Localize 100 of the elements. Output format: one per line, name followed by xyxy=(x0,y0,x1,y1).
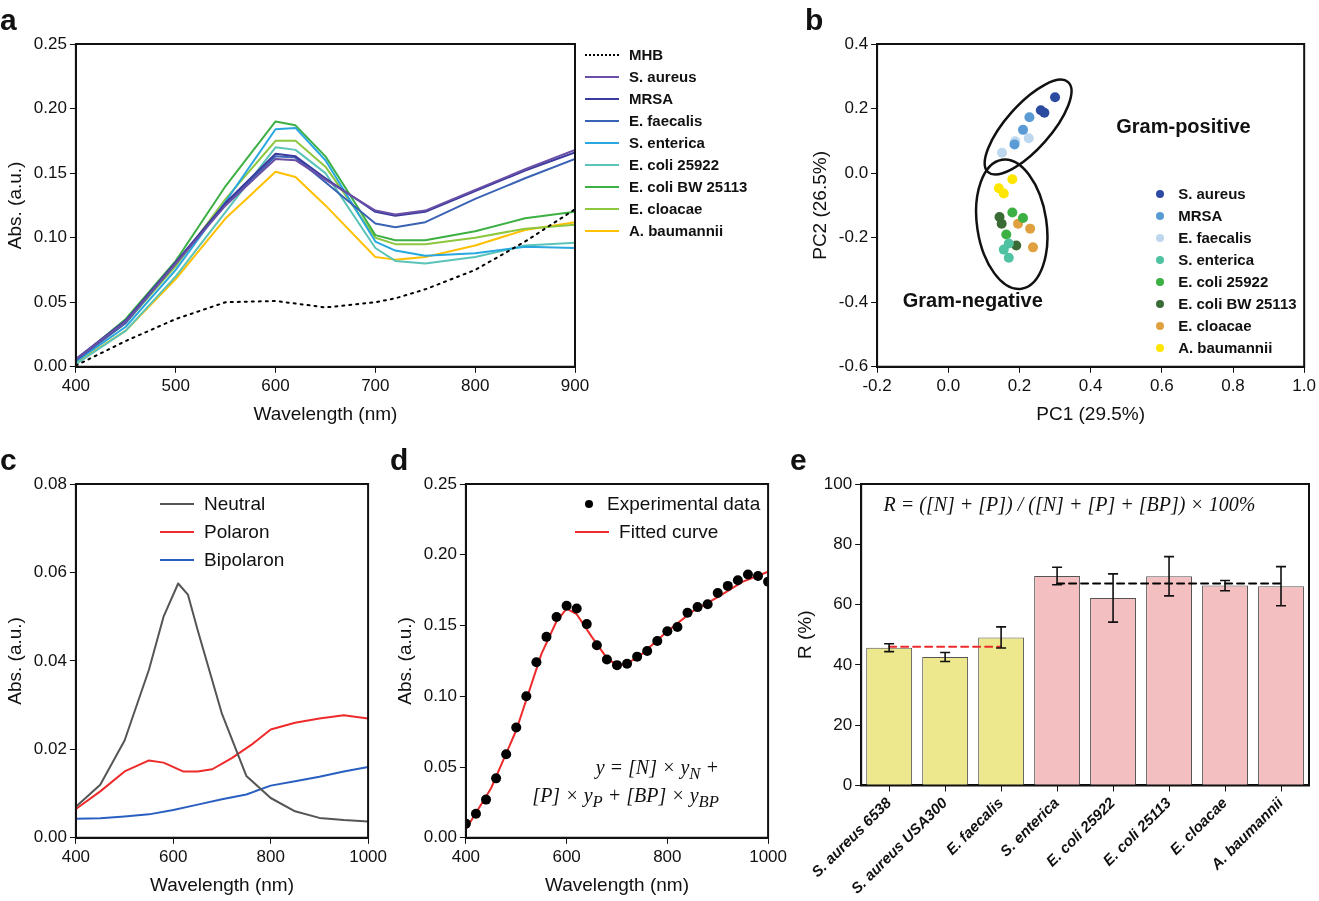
point xyxy=(692,602,703,613)
point xyxy=(601,654,612,665)
y-tick-label: 0.04 xyxy=(33,650,67,670)
legend-label: E. faecalis xyxy=(629,111,703,131)
annotation: Gram-positive xyxy=(1116,115,1251,139)
point xyxy=(742,569,753,580)
y-tick-label: 0.4 xyxy=(844,33,869,53)
legend-label: MRSA xyxy=(629,89,674,109)
legend-label: S. enterica xyxy=(1178,249,1255,270)
x-tick-label: 500 xyxy=(161,375,190,395)
point xyxy=(561,600,572,611)
legend-label: E. cloacae xyxy=(629,199,703,219)
point xyxy=(1039,107,1050,118)
point xyxy=(531,657,542,668)
point xyxy=(551,612,562,623)
point xyxy=(491,773,502,784)
annotation: R = ([N] + [P]) / ([N] + [P] + [BP]) × 100% xyxy=(883,493,1256,517)
y-tick-label: 100 xyxy=(823,473,853,493)
y-tick-label: 0.20 xyxy=(423,544,457,564)
point xyxy=(591,640,602,651)
y-tick-label: 60 xyxy=(833,594,853,614)
point xyxy=(753,570,764,581)
y-tick-label: 0.15 xyxy=(33,162,67,182)
chart-title: a xyxy=(0,3,17,37)
text: y = [N] × y$_{N}$ + [P] × y$_{P}$ + [BP] × y$_{BP}$ xyxy=(532,756,719,812)
point xyxy=(481,794,492,805)
point xyxy=(682,607,693,618)
x-tick-label: 0.0 xyxy=(936,375,961,395)
chart-title: d xyxy=(390,443,409,477)
point xyxy=(632,651,643,662)
legend-label: Neutral xyxy=(203,492,266,516)
x-tick-label: 0.8 xyxy=(1221,375,1245,395)
point xyxy=(1023,133,1034,144)
point xyxy=(712,587,723,598)
point xyxy=(652,636,663,647)
x-tick-label: 800 xyxy=(256,846,285,866)
x-axis-title: Wavelength (nm) xyxy=(150,873,294,895)
point xyxy=(1001,229,1012,240)
point xyxy=(622,658,633,669)
point xyxy=(521,691,532,702)
annotation: Gram-negative xyxy=(902,289,1043,313)
legend-label: MHB xyxy=(629,45,664,65)
legend-label: Experimental data xyxy=(607,492,761,516)
point xyxy=(1025,223,1036,234)
y-tick-label: -0.6 xyxy=(838,356,869,376)
y-tick-label: 0.00 xyxy=(423,827,457,847)
legend-label: A. baumannii xyxy=(629,221,724,241)
legend-label: A. baumannii xyxy=(1178,337,1273,358)
x-tick-label: 600 xyxy=(552,846,581,866)
point xyxy=(1024,112,1035,123)
point xyxy=(1003,252,1014,263)
x-axis-title: Wavelength (nm) xyxy=(545,873,689,895)
point xyxy=(571,603,582,614)
x-tick-label: 800 xyxy=(653,846,682,866)
x-tick-label: -0.2 xyxy=(862,375,892,395)
x-tick-label: 0.2 xyxy=(1007,375,1032,395)
point xyxy=(1007,174,1018,185)
point xyxy=(642,645,653,656)
point xyxy=(998,244,1009,255)
point xyxy=(611,660,622,671)
y-tick-label: 0.08 xyxy=(33,473,67,493)
x-tick-label: 800 xyxy=(460,375,490,395)
y-axis-title: Abs. (a.u.) xyxy=(393,617,415,705)
y-tick-label: 0.20 xyxy=(33,98,67,118)
x-tick-label: 400 xyxy=(451,846,481,866)
x-tick-label: 1.0 xyxy=(1292,375,1316,395)
x-tick-label: 1000 xyxy=(749,846,787,866)
point xyxy=(997,147,1008,158)
y-tick-label: 0.2 xyxy=(844,98,869,118)
point xyxy=(501,749,512,760)
legend-label: S. aureus xyxy=(1178,183,1246,204)
legend-label: E. coli BW 25113 xyxy=(1178,293,1297,314)
legend-label: E. coli 25922 xyxy=(1178,271,1269,292)
y-tick-label: 0.06 xyxy=(33,562,67,582)
point xyxy=(1018,212,1029,223)
point xyxy=(722,580,733,591)
y-tick-label: 0.10 xyxy=(423,685,457,705)
x-tick-label: 400 xyxy=(61,375,91,395)
point xyxy=(702,599,713,610)
chart-title: e xyxy=(790,443,807,477)
point xyxy=(996,218,1007,229)
legend-label: Bipolaron xyxy=(203,548,285,572)
x-tick-label: 1000 xyxy=(349,846,387,866)
x-axis-title: Wavelength (nm) xyxy=(253,402,398,424)
x-tick-label: 400 xyxy=(61,846,91,866)
point xyxy=(1050,92,1061,103)
x-tick-label: 0.6 xyxy=(1150,375,1174,395)
y-axis-title: Abs. (a.u.) xyxy=(3,161,25,250)
y-tick-label: 0.00 xyxy=(33,356,67,376)
y-axis-title: Abs. (a.u.) xyxy=(3,617,25,705)
y-tick-label: 0.05 xyxy=(33,291,67,311)
legend-label: E. cloacae xyxy=(1178,315,1252,336)
y-tick-label: 80 xyxy=(833,533,853,553)
y-tick-label: -0.4 xyxy=(838,291,869,311)
y-tick-label: 40 xyxy=(833,654,853,674)
y-tick-label: 0.02 xyxy=(33,739,67,759)
legend-label: MRSA xyxy=(1178,205,1223,226)
x-tick-label: 600 xyxy=(261,375,290,395)
y-axis-title: PC2 (26.5%) xyxy=(808,151,830,260)
legend-label: S. enterica xyxy=(629,133,705,153)
